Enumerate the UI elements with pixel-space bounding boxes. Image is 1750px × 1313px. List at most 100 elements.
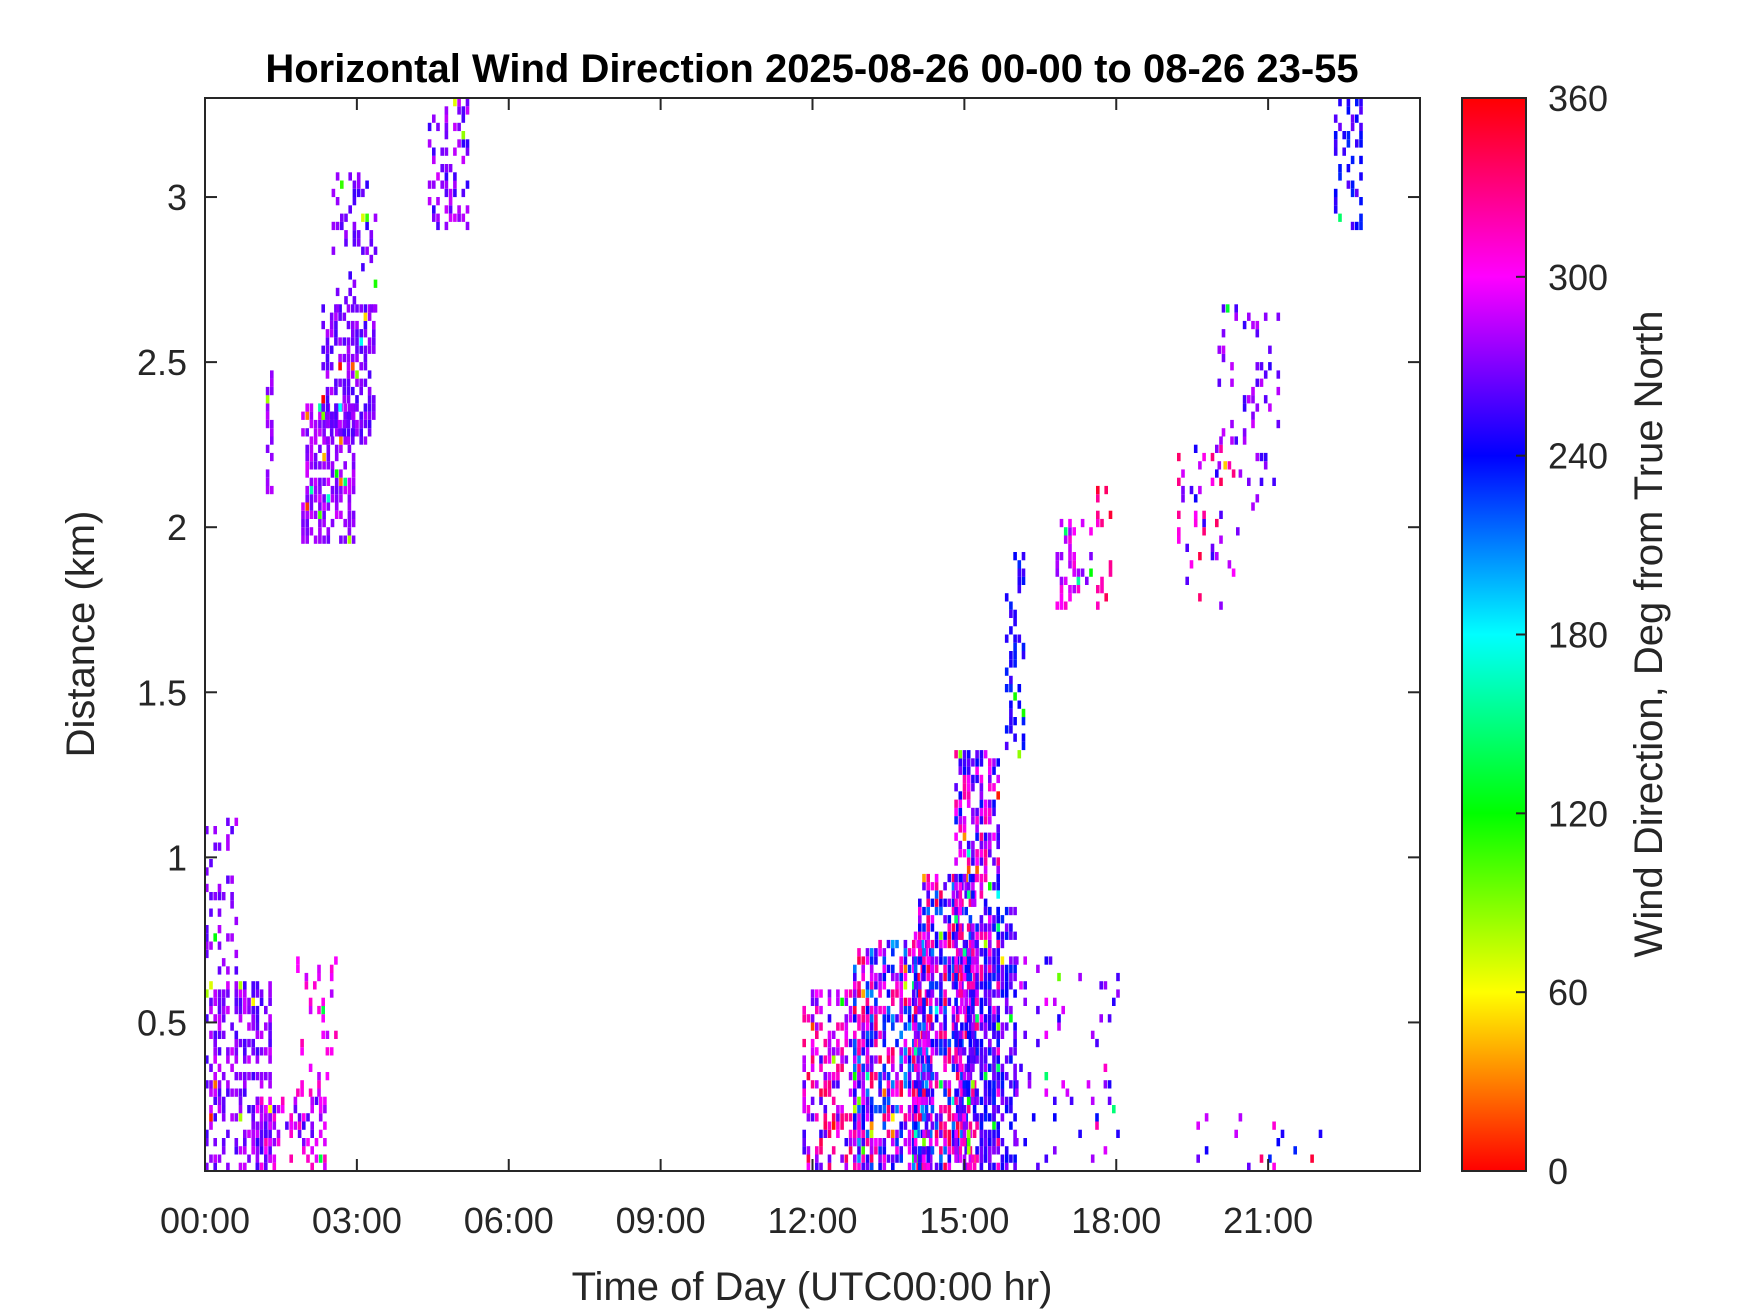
heatmap-cell xyxy=(988,1162,992,1171)
heatmap-cell xyxy=(255,1096,260,1105)
heatmap-cell xyxy=(802,1129,806,1138)
heatmap-cell xyxy=(226,1047,230,1056)
heatmap-cell xyxy=(964,964,968,973)
heatmap-cell xyxy=(367,411,372,420)
heatmap-cell xyxy=(958,1030,963,1039)
heatmap-cell xyxy=(334,956,338,965)
heatmap-cell xyxy=(815,1146,819,1155)
heatmap-cell xyxy=(453,213,457,222)
heatmap-cell xyxy=(934,898,939,907)
heatmap-cell xyxy=(947,1138,952,1147)
heatmap-cell xyxy=(840,1154,844,1163)
heatmap-cell xyxy=(899,964,903,973)
heatmap-cell xyxy=(259,1113,264,1122)
heatmap-cell xyxy=(934,906,939,916)
heatmap-cell xyxy=(1004,1154,1009,1163)
heatmap-cell xyxy=(920,1080,925,1089)
heatmap-cell xyxy=(465,106,470,115)
heatmap-cell xyxy=(1333,188,1338,198)
heatmap-cell xyxy=(221,1014,226,1023)
heatmap-cell xyxy=(869,1022,874,1031)
heatmap-cell xyxy=(1048,956,1053,965)
heatmap-cell xyxy=(971,873,975,883)
heatmap-cell xyxy=(844,1138,849,1147)
heatmap-cell xyxy=(878,939,882,949)
heatmap-cell xyxy=(928,1113,933,1122)
heatmap-cell xyxy=(339,477,343,486)
heatmap-cell xyxy=(217,1080,222,1089)
heatmap-cell xyxy=(270,370,274,379)
heatmap-cell xyxy=(372,337,376,346)
x-tick-label: 06:00 xyxy=(464,1200,554,1241)
heatmap-cell xyxy=(1225,304,1230,313)
heatmap-cell xyxy=(365,246,369,255)
heatmap-cell xyxy=(958,964,963,973)
heatmap-cell xyxy=(882,1162,887,1171)
heatmap-cell xyxy=(259,1030,264,1039)
heatmap-cell xyxy=(996,1080,1000,1089)
heatmap-cell xyxy=(996,1088,1000,1097)
heatmap-cell xyxy=(329,419,334,429)
heatmap-cell xyxy=(302,1113,306,1122)
heatmap-cell xyxy=(983,807,988,817)
heatmap-cell xyxy=(983,989,988,998)
heatmap-cell xyxy=(255,981,260,990)
heatmap-cell xyxy=(1055,568,1060,577)
heatmap-cell xyxy=(912,1162,916,1171)
heatmap-cell xyxy=(259,1162,264,1171)
heatmap-cell xyxy=(321,1014,325,1023)
heatmap-cell xyxy=(1221,345,1226,354)
heatmap-cell xyxy=(321,362,325,371)
heatmap-cell xyxy=(926,898,930,907)
heatmap-cell xyxy=(213,1047,217,1056)
heatmap-cell xyxy=(865,956,870,965)
heatmap-cell xyxy=(351,461,356,470)
heatmap-cell xyxy=(351,386,355,396)
heatmap-cell xyxy=(891,1129,895,1138)
heatmap-cell xyxy=(1013,931,1017,940)
heatmap-cell xyxy=(432,180,436,189)
heatmap-cell xyxy=(1095,1113,1099,1122)
heatmap-cell xyxy=(836,1129,840,1138)
heatmap-cell xyxy=(323,1162,327,1171)
heatmap-cell xyxy=(329,411,334,420)
heatmap-cell xyxy=(343,461,347,470)
heatmap-cell xyxy=(966,865,971,874)
heatmap-cell xyxy=(926,1055,930,1064)
heatmap-cell xyxy=(1004,931,1009,940)
heatmap-cell xyxy=(1181,469,1185,478)
heatmap-cell xyxy=(939,989,943,998)
heatmap-cell xyxy=(1021,651,1026,660)
heatmap-cell xyxy=(1013,1022,1017,1031)
heatmap-cell xyxy=(259,989,264,998)
heatmap-cell xyxy=(947,956,952,965)
heatmap-cell xyxy=(1021,741,1026,751)
heatmap-cell xyxy=(943,1030,947,1039)
heatmap-cell xyxy=(882,964,887,973)
heatmap-cell xyxy=(869,1113,874,1122)
heatmap-cell xyxy=(913,1030,918,1039)
heatmap-cell xyxy=(939,972,943,982)
heatmap-cell xyxy=(213,1162,217,1171)
heatmap-cell xyxy=(340,221,344,231)
heatmap-cell xyxy=(264,1005,268,1015)
plot-area xyxy=(205,98,1420,1171)
heatmap-cell xyxy=(301,527,305,536)
heatmap-cell xyxy=(922,964,926,973)
heatmap-cell xyxy=(1350,122,1355,132)
heatmap-cell xyxy=(1359,131,1363,140)
heatmap-cell xyxy=(1268,1154,1272,1163)
heatmap-cell xyxy=(272,1162,277,1171)
heatmap-cell xyxy=(1013,609,1017,618)
heatmap-cell xyxy=(988,981,992,990)
heatmap-cell xyxy=(365,213,369,222)
heatmap-cell xyxy=(259,1047,264,1056)
heatmap-cell xyxy=(964,997,968,1006)
heatmap-cell xyxy=(979,857,984,866)
heatmap-cell xyxy=(954,1055,958,1064)
heatmap-cell xyxy=(943,1088,947,1097)
heatmap-cell xyxy=(321,395,325,404)
heatmap-cell xyxy=(255,1072,260,1081)
heatmap-cell xyxy=(958,1055,963,1064)
heatmap-cell xyxy=(848,1014,853,1023)
